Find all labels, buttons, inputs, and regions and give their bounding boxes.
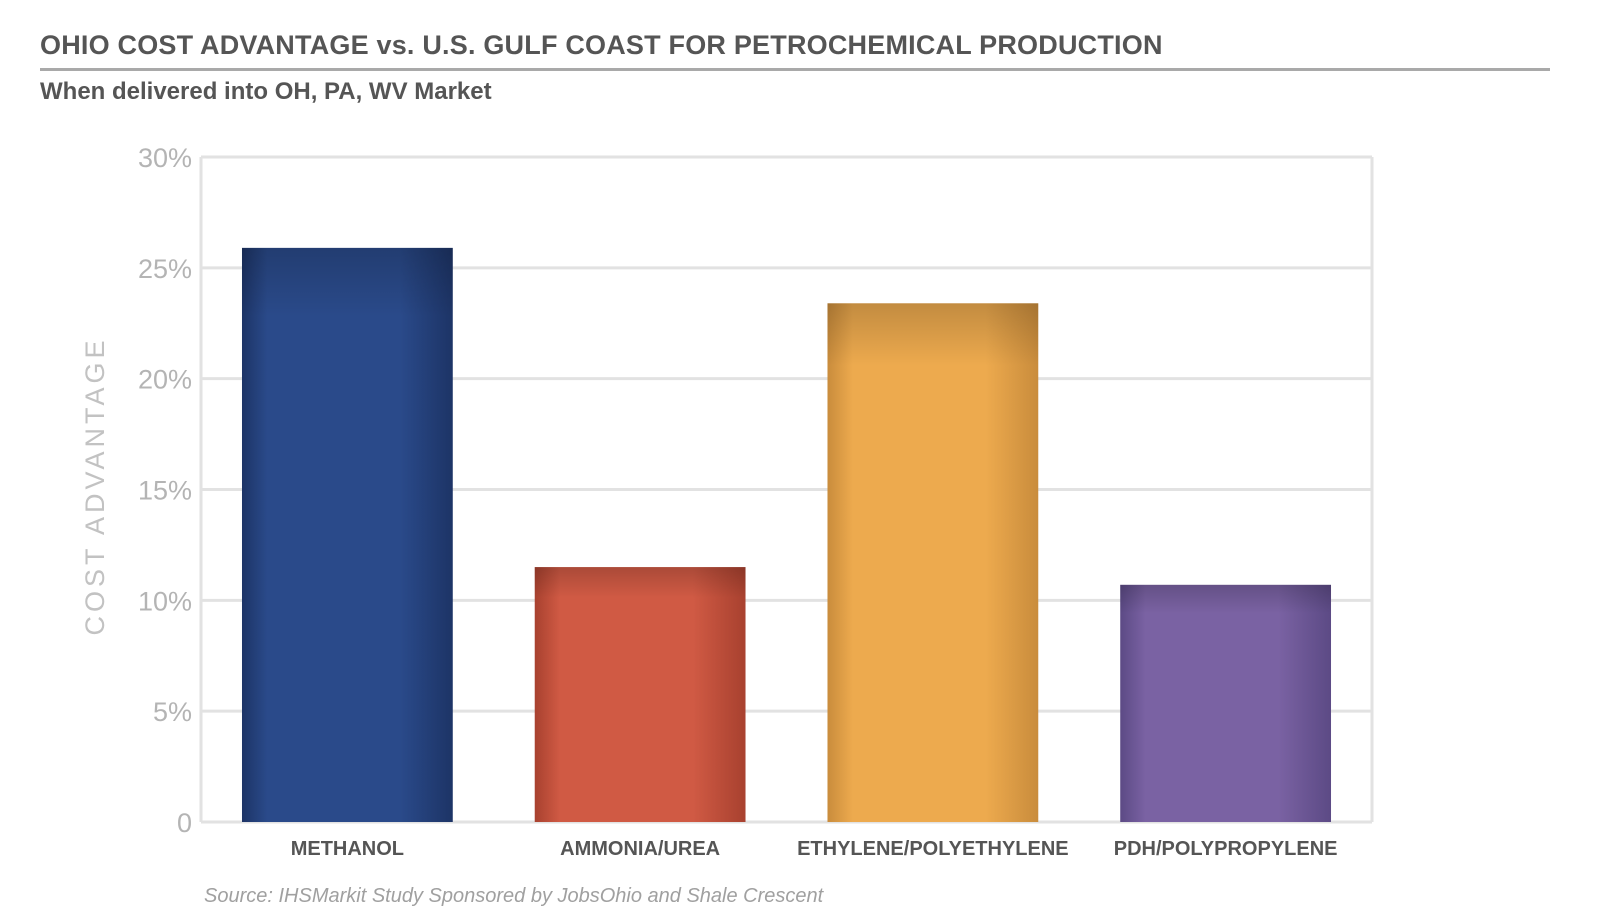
chart-subtitle: When delivered into OH, PA, WV Market (40, 78, 492, 105)
source-note: Source: IHSMarkit Study Sponsored by Job… (204, 885, 824, 907)
category-label: ETHYLENE/POLYETHYLENE (797, 838, 1069, 860)
bar-shade (827, 303, 1039, 822)
category-label: PDH/POLYPROPYLENE (1114, 838, 1338, 860)
bar-shade (1120, 584, 1332, 822)
y-tick-label: 15% (138, 476, 192, 506)
y-tick-label: 0 (177, 808, 192, 838)
y-tick-label: 25% (138, 254, 192, 284)
category-label: AMMONIA/UREA (560, 838, 720, 860)
category-labels: METHANOL AMMONIA/UREA ETHYLENE/POLYETHYLEN… (291, 838, 1338, 860)
y-tick-label: 5% (153, 697, 192, 727)
y-tick-label: 10% (138, 586, 192, 616)
bar-shade (534, 567, 746, 822)
y-tick-label: 30% (138, 143, 192, 173)
y-tick-labels: 0 5% 10% 15% 20% 25% 30% (138, 143, 192, 838)
bar-shade (241, 247, 453, 823)
chart-title: OHIO COST ADVANTAGE vs. U.S. GULF COAST … (40, 30, 1163, 60)
y-tick-label: 20% (138, 365, 192, 395)
bars (241, 247, 1332, 823)
category-label: METHANOL (291, 838, 404, 860)
title-divider (40, 68, 1550, 71)
y-axis-label: COST ADVANTAGE (80, 336, 110, 635)
